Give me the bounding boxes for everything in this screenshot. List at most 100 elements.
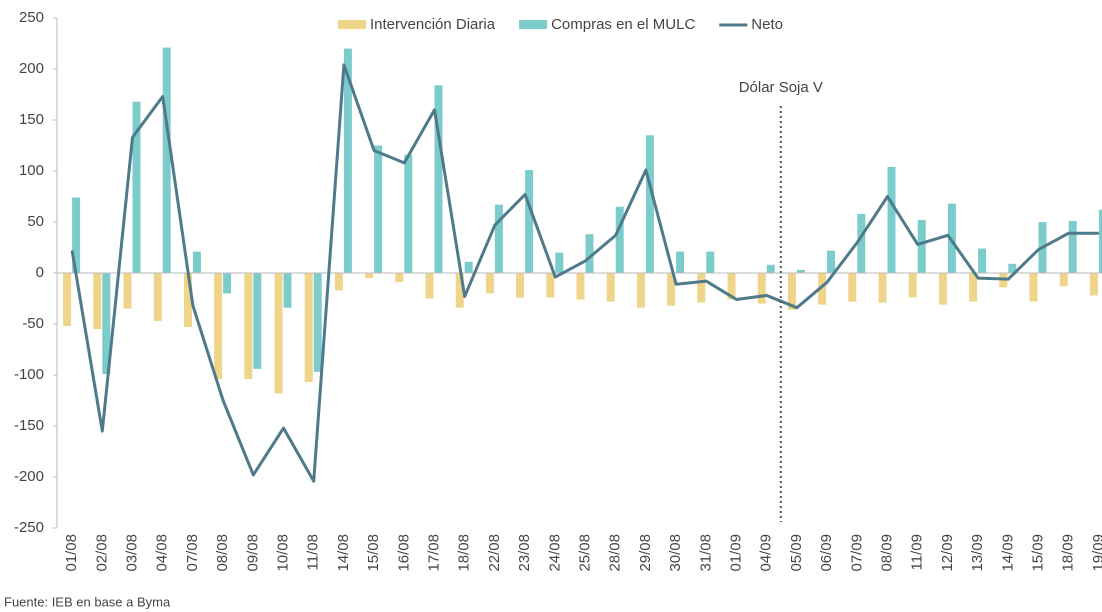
bar: [183, 273, 192, 328]
bar: [978, 248, 987, 273]
bar: [132, 101, 141, 273]
x-tick-label: 28/08: [607, 534, 624, 572]
bar: [162, 47, 171, 273]
bar: [615, 206, 624, 273]
x-tick-label: 08/09: [878, 534, 895, 572]
x-tick-label: 18/08: [456, 534, 473, 572]
legend-swatch: [338, 20, 366, 29]
x-tick-label: 01/08: [63, 534, 80, 572]
bar: [796, 269, 805, 273]
x-tick-label: 03/08: [123, 534, 140, 572]
bar: [1098, 209, 1102, 273]
bar: [223, 273, 232, 294]
bar: [1059, 273, 1068, 287]
bar: [425, 273, 434, 299]
bar: [123, 273, 132, 309]
x-tick-label: 15/08: [365, 534, 382, 572]
bar: [645, 135, 654, 273]
bar: [667, 273, 676, 306]
bar: [606, 273, 615, 302]
x-tick-label: 14/09: [999, 534, 1016, 572]
x-tick-label: 11/08: [305, 534, 322, 570]
x-tick-label: 05/09: [788, 534, 805, 572]
y-tick-label: -250: [14, 519, 44, 536]
bar: [878, 273, 887, 303]
x-tick-label: 08/08: [214, 534, 231, 572]
x-tick-label: 06/09: [818, 534, 835, 572]
bar: [1089, 273, 1098, 296]
bar: [917, 219, 926, 273]
bar: [525, 169, 534, 273]
y-tick-label: -150: [14, 417, 44, 434]
bar: [304, 273, 313, 383]
x-tick-label: 07/09: [848, 534, 865, 572]
bar: [1068, 220, 1077, 273]
bar: [938, 273, 947, 305]
bar: [555, 252, 564, 273]
bar: [365, 273, 374, 279]
bar: [343, 48, 352, 273]
bar: [63, 273, 72, 327]
bar: [494, 204, 503, 273]
bar: [395, 273, 404, 283]
bar: [576, 273, 585, 300]
y-tick-label: 150: [19, 111, 44, 128]
x-tick-label: 18/09: [1060, 534, 1077, 572]
bar: [827, 250, 836, 273]
bar: [585, 234, 594, 273]
x-tick-label: 30/08: [667, 534, 684, 572]
bar: [244, 273, 253, 380]
bar: [787, 273, 796, 310]
x-tick-label: 15/09: [1029, 534, 1046, 572]
bar: [374, 145, 383, 273]
bar: [253, 273, 262, 369]
line: [70, 63, 1099, 483]
bar: [727, 273, 736, 300]
bar: [1029, 273, 1038, 302]
bar: [153, 273, 162, 321]
x-tick-label: 23/08: [516, 534, 533, 572]
x-tick-label: 19/09: [1090, 534, 1102, 572]
x-tick-label: 25/08: [576, 534, 593, 572]
y-tick-label: 0: [36, 264, 44, 281]
bar: [969, 273, 978, 302]
y-tick-label: 100: [19, 162, 44, 179]
bar: [887, 166, 896, 273]
legend-label: Neto: [751, 16, 783, 33]
x-tick-label: 10/08: [274, 534, 291, 572]
y-tick-label: -200: [14, 468, 44, 485]
bar: [313, 273, 322, 372]
x-tick-label: 02/08: [93, 534, 110, 572]
x-tick-label: 14/08: [335, 534, 352, 572]
x-tick-label: 13/09: [969, 534, 986, 572]
bar: [274, 273, 283, 394]
bar: [516, 273, 525, 298]
bar: [1008, 263, 1017, 273]
bar: [434, 85, 443, 273]
x-tick-label: 24/08: [546, 534, 563, 572]
bar: [192, 251, 201, 273]
x-tick-label: 11/09: [909, 534, 926, 570]
bar: [102, 273, 111, 374]
legend-label: Intervención Diaria: [370, 16, 496, 33]
bar: [214, 273, 223, 380]
x-tick-label: 04/09: [758, 534, 775, 572]
y-tick-label: -100: [14, 366, 44, 383]
y-tick-label: 250: [19, 9, 44, 26]
bar: [757, 273, 766, 304]
bar: [908, 273, 917, 298]
legend-swatch: [519, 20, 548, 29]
bar: [947, 203, 956, 273]
bar: [93, 273, 102, 330]
bar: [766, 264, 775, 273]
bar: [485, 273, 494, 294]
bar: [334, 273, 343, 291]
legend-label: Compras en el MULC: [551, 16, 695, 33]
bar: [706, 251, 715, 273]
bar: [546, 273, 555, 298]
bar: [676, 251, 685, 273]
y-tick-label: -50: [22, 315, 44, 332]
bar: [283, 273, 292, 308]
bar: [857, 213, 866, 273]
x-tick-label: 22/08: [486, 534, 503, 572]
